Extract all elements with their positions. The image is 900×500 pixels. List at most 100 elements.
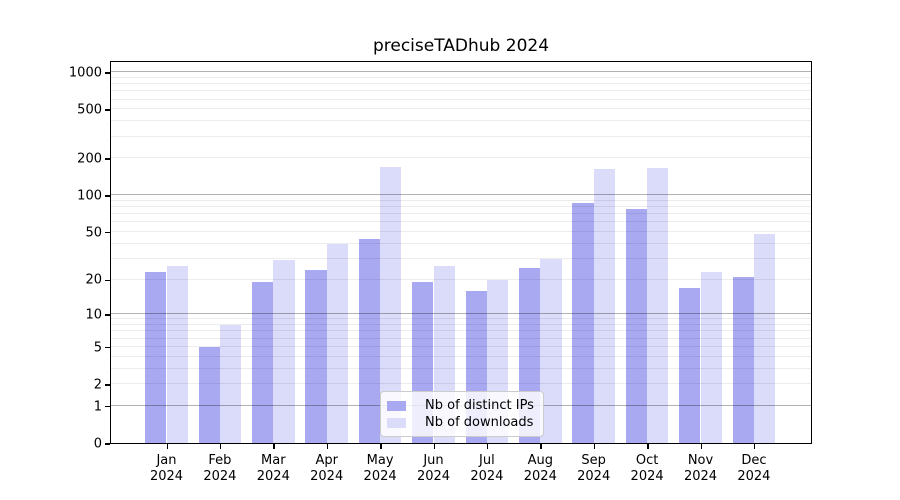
- y-tick-label-2: 2: [93, 377, 102, 393]
- bar-oct-nb-of-distinct-ips: [625, 208, 648, 443]
- x-tick-label-jul: Jul 2024: [470, 453, 504, 484]
- y-tick-500: [105, 109, 110, 111]
- bar-may-nb-of-downloads: [380, 167, 402, 443]
- x-tick-apr: [326, 444, 329, 449]
- minor-gridline-600: [111, 98, 811, 100]
- bar-dec-nb-of-downloads: [753, 234, 776, 443]
- y-tick-label-5: 5: [93, 340, 102, 356]
- bar-mar-nb-of-distinct-ips: [251, 282, 274, 443]
- y-tick-label-200: 200: [77, 151, 102, 167]
- minor-gridline-700: [111, 90, 811, 92]
- x-tick-label-apr: Apr 2024: [310, 453, 344, 484]
- minor-gridline-80: [111, 206, 811, 208]
- y-tick-label-500: 500: [77, 102, 102, 118]
- bar-nov-nb-of-distinct-ips: [679, 287, 701, 443]
- minor-gridline-40: [111, 242, 811, 244]
- y-tick-1000: [105, 72, 110, 74]
- x-tick-jan: [166, 444, 168, 449]
- chart-title: preciseTADhub 2024: [372, 36, 550, 56]
- y-tick-0: [105, 443, 110, 445]
- x-tick-may: [380, 444, 382, 449]
- x-tick-label-sep: Sep 2024: [577, 453, 611, 484]
- major-gridline-10: [111, 313, 811, 315]
- legend-swatch-nb-of-downloads: [387, 417, 406, 428]
- minor-gridline-800: [111, 83, 811, 85]
- minor-gridline-500: [111, 108, 811, 110]
- x-tick-nov: [700, 444, 702, 449]
- x-tick-label-dec: Dec 2024: [737, 453, 771, 484]
- minor-gridline-30: [111, 257, 811, 259]
- bar-mar-nb-of-downloads: [273, 260, 295, 443]
- grid-layer: [111, 62, 811, 443]
- bar-feb-nb-of-distinct-ips: [198, 346, 220, 443]
- x-tick-label-may: May 2024: [363, 453, 397, 484]
- x-tick-jul: [486, 444, 489, 449]
- minor-gridline-400: [111, 120, 811, 122]
- x-tick-label-nov: Nov 2024: [683, 453, 718, 484]
- bar-jan-nb-of-downloads: [166, 266, 188, 443]
- y-tick-label-20: 20: [85, 272, 102, 288]
- minor-gridline-70: [111, 213, 811, 215]
- plot-area: Nb of distinct IPs Nb of downloads: [110, 61, 812, 444]
- bar-aug-nb-of-downloads: [540, 258, 562, 443]
- x-tick-mar: [273, 444, 275, 449]
- legend-label: Nb of distinct IPs: [425, 398, 534, 413]
- bar-sep-nb-of-distinct-ips: [572, 203, 594, 443]
- x-tick-feb: [219, 444, 222, 449]
- y-tick-label-10: 10: [85, 307, 102, 323]
- minor-gridline-4: [111, 355, 811, 357]
- minor-gridline-6: [111, 337, 811, 339]
- bar-jan-nb-of-distinct-ips: [145, 272, 167, 443]
- bar-may-nb-of-distinct-ips: [358, 238, 381, 443]
- y-tick-50: [105, 231, 110, 234]
- y-tick-label-100: 100: [77, 188, 102, 204]
- minor-gridline-2: [111, 383, 811, 384]
- x-tick-label-jun: Jun 2024: [416, 453, 451, 484]
- y-tick-200: [105, 158, 110, 160]
- legend-entry-nb-of-distinct-ips: Nb of distinct IPs: [387, 397, 534, 414]
- minor-gridline-9: [111, 318, 811, 320]
- y-tick-20: [105, 279, 110, 282]
- minor-gridline-3: [111, 367, 811, 369]
- x-tick-label-feb: Feb 2024: [203, 453, 237, 484]
- y-tick-1: [105, 405, 110, 408]
- bar-apr-nb-of-downloads: [326, 243, 349, 443]
- minor-gridline-300: [111, 135, 811, 137]
- x-tick-label-aug: Aug 2024: [523, 453, 557, 484]
- bar-dec-nb-of-distinct-ips: [732, 277, 754, 443]
- x-tick-jun: [433, 444, 435, 449]
- y-tick-label-1000: 1000: [68, 65, 102, 81]
- y-tick-label-50: 50: [85, 225, 102, 241]
- minor-gridline-20: [111, 278, 811, 280]
- x-tick-sep: [593, 444, 596, 449]
- bar-oct-nb-of-downloads: [647, 168, 669, 443]
- bar-nov-nb-of-downloads: [700, 272, 722, 443]
- y-tick-label-0: 0: [93, 436, 102, 452]
- minor-gridline-60: [111, 221, 811, 223]
- x-tick-dec: [753, 444, 756, 449]
- x-tick-label-jan: Jan 2024: [149, 453, 184, 484]
- minor-gridline-8: [111, 324, 811, 326]
- minor-gridline-200: [111, 157, 811, 159]
- bar-apr-nb-of-distinct-ips: [305, 270, 327, 443]
- major-gridline-1000: [111, 71, 811, 73]
- y-tick-10: [105, 314, 110, 316]
- x-tick-label-mar: Mar 2024: [256, 453, 290, 484]
- major-gridline-100: [111, 194, 811, 196]
- minor-gridline-900: [111, 76, 811, 78]
- bar-feb-nb-of-downloads: [219, 325, 242, 443]
- legend-swatch-nb-of-distinct-ips: [387, 400, 406, 411]
- legend-label: Nb of downloads: [425, 415, 534, 430]
- minor-gridline-7: [111, 330, 811, 332]
- x-tick-oct: [647, 444, 649, 449]
- legend-entry-nb-of-downloads: Nb of downloads: [387, 414, 534, 431]
- y-tick-label-1: 1: [93, 399, 102, 415]
- y-tick-2: [105, 384, 110, 386]
- legend: Nb of distinct IPs Nb of downloads: [380, 391, 544, 437]
- y-tick-5: [105, 346, 110, 349]
- minor-gridline-50: [111, 230, 811, 232]
- bar-sep-nb-of-downloads: [593, 168, 616, 443]
- x-tick-aug: [540, 444, 542, 449]
- minor-gridline-5: [111, 345, 811, 347]
